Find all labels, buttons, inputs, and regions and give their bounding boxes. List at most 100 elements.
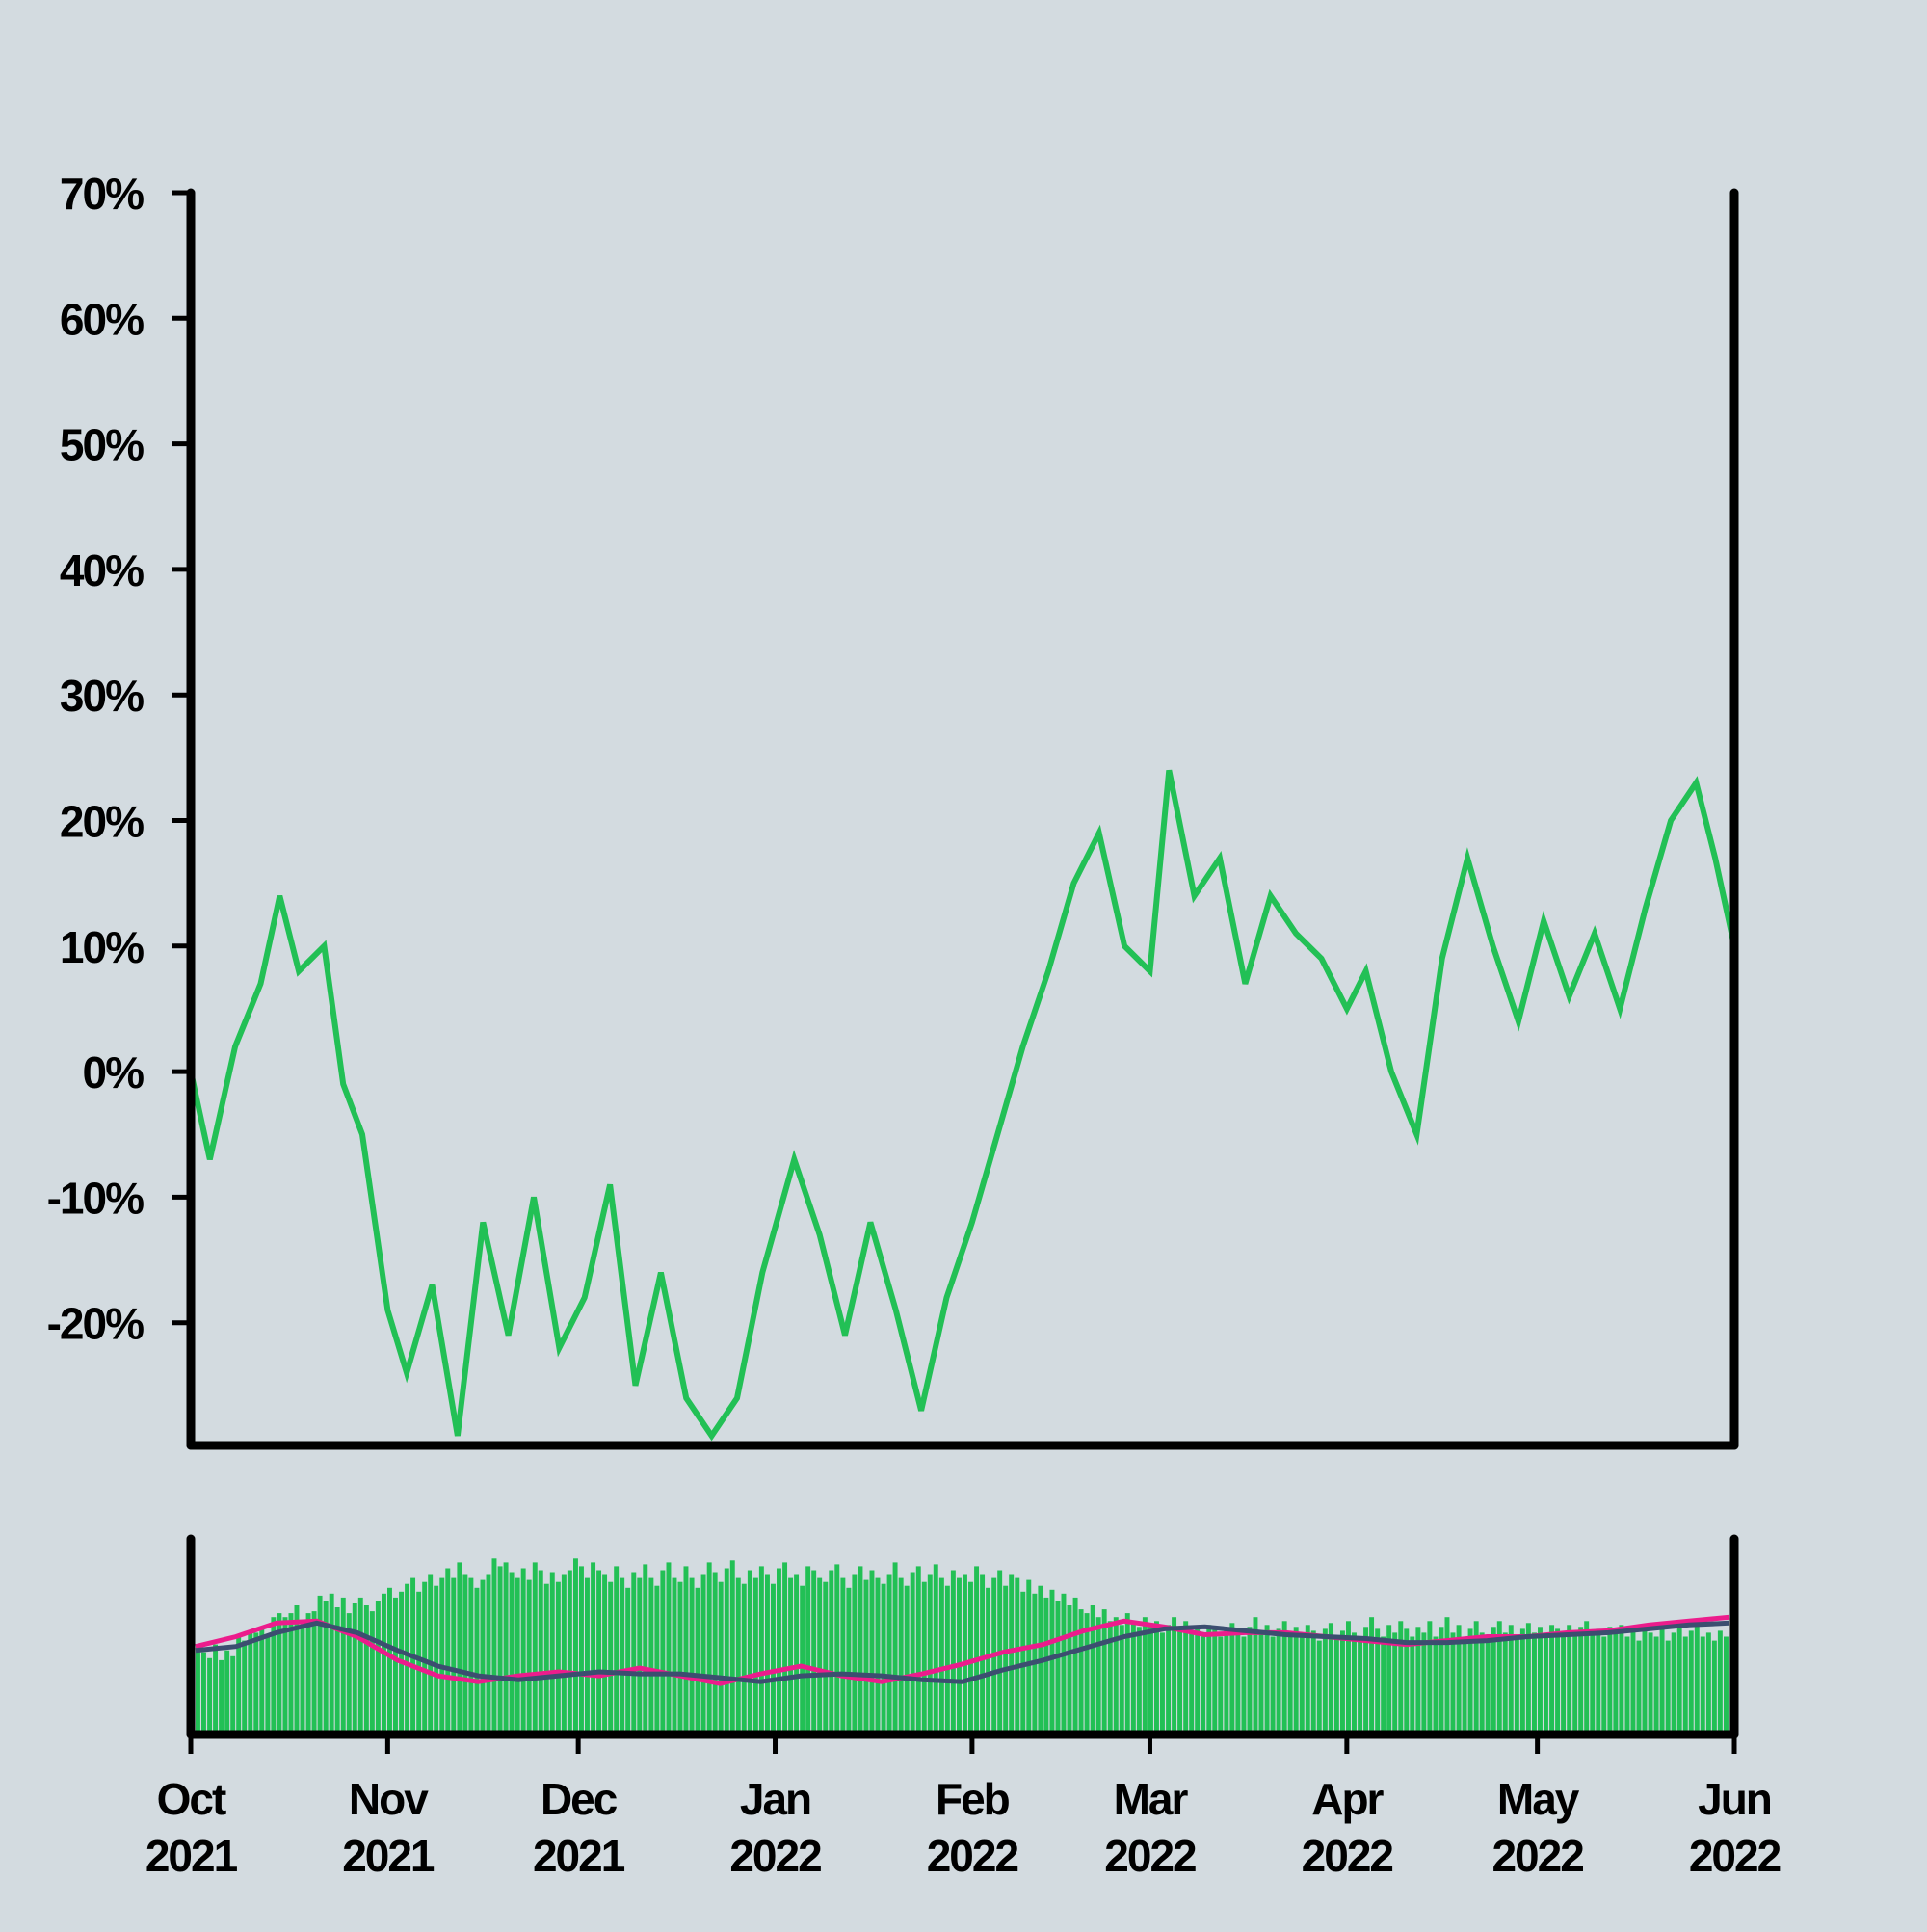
volume-bar (1212, 1628, 1218, 1734)
volume-bar (596, 1570, 602, 1734)
volume-bar (1624, 1636, 1630, 1734)
volume-bar (683, 1566, 689, 1734)
volume-bar (591, 1562, 596, 1734)
volume-bar (1072, 1597, 1078, 1734)
y-tick-label: -20% (47, 1299, 144, 1349)
volume-bar (811, 1570, 817, 1734)
x-tick-year-label: 2022 (1689, 1831, 1781, 1881)
volume-bar (207, 1657, 213, 1734)
volume-bar (863, 1579, 869, 1734)
volume-bar (741, 1583, 747, 1734)
volume-bar (643, 1564, 648, 1734)
x-tick-month-label: Jan (740, 1774, 810, 1824)
volume-bar (1235, 1632, 1241, 1734)
volume-bar (1258, 1632, 1264, 1734)
volume-axes (186, 1534, 1739, 1739)
volume-bar (1340, 1630, 1345, 1734)
volume-bar (387, 1587, 392, 1735)
volume-bar (1172, 1617, 1177, 1734)
volume-bar (1456, 1625, 1462, 1734)
volume-bar (1293, 1627, 1299, 1734)
x-tick-year-label: 2022 (729, 1831, 821, 1881)
volume-bar (253, 1632, 259, 1734)
volume-bar (771, 1583, 776, 1734)
x-tick-year-label: 2022 (1491, 1831, 1583, 1881)
volume-bar (317, 1595, 323, 1734)
volume-bar (1601, 1636, 1607, 1734)
volume-bar (1578, 1627, 1584, 1734)
volume-bar (608, 1581, 614, 1734)
volume-bar (1392, 1632, 1398, 1734)
volume-bar (1113, 1617, 1119, 1734)
volume-bar (416, 1591, 422, 1734)
volume-bar (549, 1572, 555, 1734)
volume-bar (340, 1597, 346, 1734)
volume-bar (259, 1627, 265, 1734)
volume-moving-average-long-line (195, 1620, 1730, 1684)
volume-bar (1363, 1627, 1369, 1734)
volume-bar (706, 1562, 712, 1734)
volume-bar (660, 1570, 666, 1734)
x-tick-month-label: Oct (157, 1774, 226, 1824)
volume-bar (980, 1574, 986, 1734)
volume-bar (724, 1568, 729, 1734)
volume-bar (974, 1566, 980, 1734)
volume-bar (1130, 1621, 1136, 1734)
volume-bar (323, 1601, 329, 1734)
volume-bar (346, 1613, 352, 1734)
volume-bar (334, 1607, 340, 1734)
x-tick-month-label: Jun (1698, 1774, 1771, 1824)
volume-bar (892, 1562, 898, 1734)
volume-bar (579, 1566, 584, 1734)
volume-bar (1676, 1627, 1682, 1734)
volume-bar (1287, 1632, 1293, 1734)
volume-bar (329, 1593, 334, 1734)
volume-bar (729, 1560, 735, 1734)
volume-bar (747, 1570, 752, 1734)
volume-bar (1015, 1577, 1020, 1734)
volume-bar (782, 1562, 788, 1734)
volume-bar (474, 1587, 480, 1735)
volume-bar (1154, 1621, 1159, 1734)
volume-bar (1009, 1574, 1015, 1734)
volume-bar (1061, 1593, 1067, 1734)
volume-bar (405, 1583, 410, 1734)
y-tick-label: 0% (83, 1047, 145, 1098)
volume-bar (1567, 1625, 1572, 1734)
volume-bar (1270, 1636, 1276, 1734)
volume-bar (1700, 1636, 1705, 1734)
volume-bar (944, 1585, 950, 1734)
volume-bar (1717, 1630, 1723, 1734)
volume-bar (718, 1581, 724, 1734)
y-tick-label: 30% (60, 671, 144, 721)
volume-panel (186, 1534, 1739, 1739)
volume-bar (1724, 1636, 1729, 1734)
volume-bar (677, 1581, 683, 1734)
volume-bar (434, 1585, 439, 1734)
volume-bar (1142, 1617, 1148, 1734)
volume-bar (1561, 1632, 1567, 1734)
volume-bar (788, 1577, 794, 1734)
volume-bar (532, 1562, 538, 1734)
volume-bar (236, 1636, 242, 1734)
x-tick-year-label: 2022 (1302, 1831, 1393, 1881)
volume-bar (758, 1566, 764, 1734)
volume-bar (817, 1577, 823, 1734)
volume-bar (201, 1652, 206, 1734)
volume-bar (805, 1566, 811, 1734)
x-tick-month-label: Feb (936, 1774, 1010, 1824)
volume-bar (1281, 1621, 1287, 1734)
volume-bar (1491, 1627, 1496, 1734)
volume-bar (881, 1583, 886, 1734)
volume-bar (1653, 1636, 1659, 1734)
volume-bar (1346, 1621, 1351, 1734)
volume-bar (1636, 1640, 1642, 1734)
volume-bar (526, 1579, 532, 1734)
volume-bar (1421, 1632, 1427, 1734)
volume-bar (1630, 1630, 1636, 1734)
volume-bar (288, 1613, 294, 1734)
volume-bar (1201, 1636, 1206, 1734)
volume-bar (654, 1585, 660, 1734)
volume-bar (834, 1564, 840, 1734)
volume-bar (1479, 1632, 1485, 1734)
